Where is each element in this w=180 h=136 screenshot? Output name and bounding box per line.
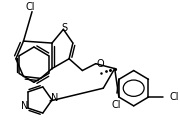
Text: Cl: Cl — [25, 2, 35, 12]
Text: Cl: Cl — [169, 92, 179, 102]
Text: S: S — [61, 23, 67, 33]
Text: N: N — [51, 93, 58, 103]
Text: N: N — [21, 101, 29, 111]
Text: O: O — [97, 59, 104, 69]
Text: Cl: Cl — [111, 100, 121, 110]
